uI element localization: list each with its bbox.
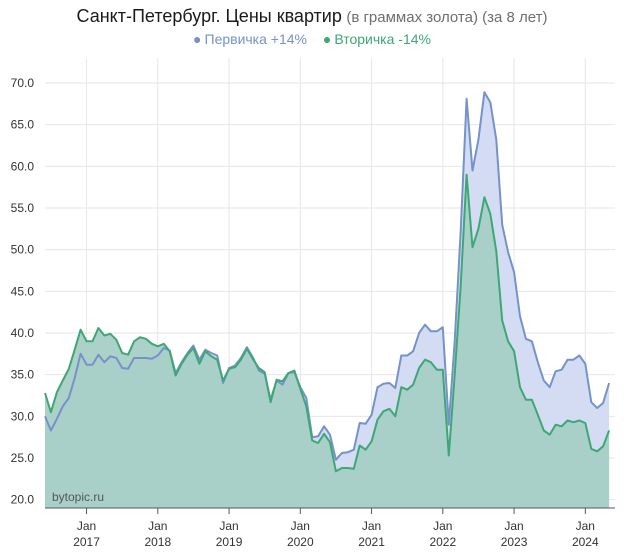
y-tick-label: 60.0 (11, 159, 35, 173)
y-tick-label: 20.0 (11, 493, 35, 507)
chart-title: Санкт-Петербург. Цены квартир (в граммах… (0, 6, 624, 27)
y-tick-label: 70.0 (11, 76, 35, 90)
legend-item-secondary[interactable]: ● Вторичка -14% (323, 31, 431, 47)
chart-title-subtitle: (в граммах золота) (за 8 лет) (346, 9, 548, 26)
y-tick-label: 45.0 (11, 284, 35, 298)
watermark-text: bytopic.ru (52, 490, 104, 504)
x-tick-label-year: 2024 (572, 535, 599, 549)
y-tick-label: 55.0 (11, 201, 35, 215)
chart-title-main: Санкт-Петербург. Цены квартир (76, 6, 342, 26)
y-tick-label: 65.0 (11, 118, 35, 132)
x-tick-label-year: 2020 (287, 535, 314, 549)
series-line-secondary (44, 173, 611, 473)
x-tick-label-month: Jan (576, 519, 595, 533)
series-line-primary (44, 91, 611, 461)
chart-legend: ● Первичка +14% ● Вторичка -14% (0, 31, 624, 47)
series-area-secondary (45, 174, 610, 508)
x-tick-label-year: 2021 (358, 535, 385, 549)
x-tick-label-month: Jan (504, 519, 523, 533)
legend-secondary-marker-icon: ● (322, 31, 332, 47)
legend-item-primary[interactable]: ● Первичка +14% (193, 31, 307, 47)
y-tick-label: 35.0 (11, 368, 35, 382)
axes: 20.0 25.0 30.0 35.0 40.0 45.0 50.0 55.0 60.0 65.0… (11, 76, 615, 549)
series-lines (44, 91, 611, 473)
x-tick-label-year: 2019 (216, 535, 243, 549)
legend-primary-label: Первичка +14% (204, 31, 308, 47)
x-tick-label-month: Jan (148, 519, 167, 533)
x-tick-label-month: Jan (291, 519, 310, 533)
legend-primary-marker-icon: ● (193, 31, 202, 47)
legend-secondary-label: Вторичка -14% (334, 31, 431, 47)
x-tick-label-year: 2022 (429, 535, 456, 549)
x-tick-label-month: Jan (219, 519, 238, 533)
x-tick-label-year: 2018 (144, 535, 171, 549)
y-tick-label: 30.0 (11, 409, 35, 423)
y-tick-label: 25.0 (11, 451, 35, 465)
x-tick-label-year: 2017 (73, 535, 100, 549)
x-tick-label-month: Jan (77, 519, 96, 533)
series-areas (45, 92, 610, 508)
x-tick-label-year: 2023 (501, 535, 528, 549)
x-tick-label-month: Jan (362, 519, 381, 533)
y-tick-label: 40.0 (11, 326, 35, 340)
x-tick-label-month: Jan (433, 519, 452, 533)
y-tick-label: 50.0 (11, 243, 35, 257)
